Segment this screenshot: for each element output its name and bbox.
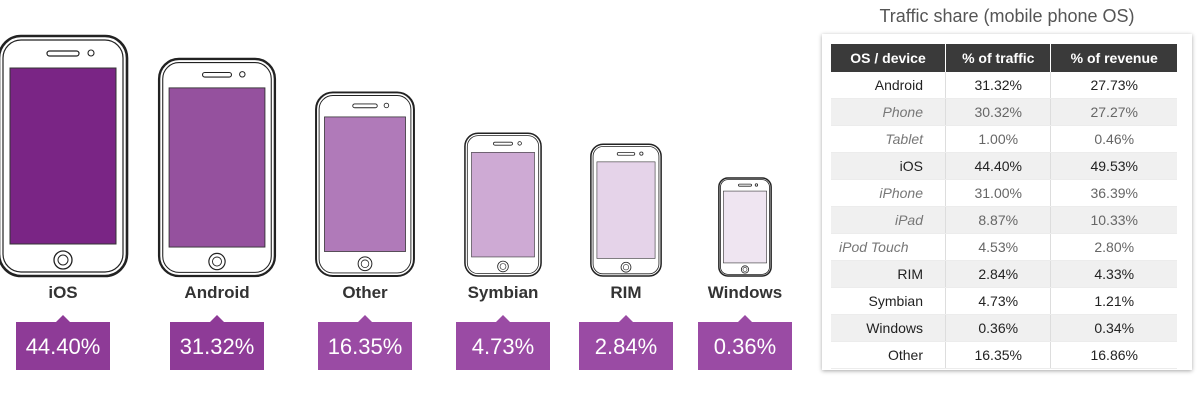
row-name: Tablet <box>831 125 946 153</box>
phone-other <box>315 91 415 277</box>
table-row: Windows 0.36% 0.34% <box>831 314 1177 342</box>
row-name: Android <box>831 72 946 99</box>
row-name: Symbian <box>831 287 946 315</box>
row-revenue: 10.33% <box>1050 206 1177 234</box>
row-traffic: 1.00% <box>945 125 1052 153</box>
row-name: iOS <box>831 152 946 180</box>
row-revenue: 49.53% <box>1050 152 1177 180</box>
phone-windows <box>718 177 772 277</box>
value-bar <box>9 67 117 245</box>
row-traffic: 0.36% <box>945 314 1052 342</box>
row-name: iPad <box>831 206 946 234</box>
table-row: Other 16.35% 16.86% <box>831 341 1177 369</box>
row-traffic: 30.32% <box>945 98 1052 126</box>
row-name: Windows <box>831 314 946 342</box>
table-row: iOS 44.40% 49.53% <box>831 152 1177 180</box>
row-name: RIM <box>831 260 946 288</box>
table-row: Tablet 1.00% 0.46% <box>831 125 1177 153</box>
category-label: iOS <box>48 283 77 302</box>
row-traffic: 4.53% <box>945 233 1052 261</box>
value-bar <box>723 190 767 264</box>
row-revenue: 0.46% <box>1050 125 1177 153</box>
row-revenue: 4.33% <box>1050 260 1177 288</box>
traffic-share-panel: Traffic share (mobile phone OS) OS / dev… <box>822 0 1194 370</box>
table-header-row: OS / device % of traffic % of revenue <box>831 44 1177 72</box>
value-badge <box>456 315 550 370</box>
value-bar <box>596 161 656 259</box>
row-revenue: 2.80% <box>1050 233 1177 261</box>
value-label: 4.73% <box>472 334 534 359</box>
table-title: Traffic share (mobile phone OS) <box>879 6 1135 26</box>
table-row: Symbian 4.73% 1.21% <box>831 287 1177 315</box>
value-label: 2.84% <box>595 334 657 359</box>
value-badge <box>170 315 264 370</box>
header-traffic: % of traffic <box>945 44 1052 72</box>
row-traffic: 4.73% <box>945 287 1052 315</box>
row-traffic: 44.40% <box>945 152 1052 180</box>
row-revenue: 36.39% <box>1050 179 1177 207</box>
category-label: Windows <box>708 283 782 302</box>
row-traffic: 16.35% <box>945 341 1052 369</box>
table-body: Android 31.32% 27.73% Phone 30.32% 27.27% Tabl… <box>831 72 1177 369</box>
row-traffic: 31.00% <box>945 179 1052 207</box>
value-badge <box>579 315 673 370</box>
row-name: Other <box>831 341 946 369</box>
row-traffic: 2.84% <box>945 260 1052 288</box>
phone-ios <box>0 34 129 278</box>
row-traffic: 8.87% <box>945 206 1052 234</box>
category-label: Other <box>342 283 388 302</box>
table-row: iPod Touch 4.53% 2.80% <box>831 233 1177 261</box>
row-traffic: 31.32% <box>945 72 1052 99</box>
value-badge <box>698 315 792 370</box>
phone-android <box>157 57 277 278</box>
table-row: iPhone 31.00% 36.39% <box>831 179 1177 207</box>
category-label: Symbian <box>468 283 539 302</box>
row-revenue: 27.73% <box>1050 72 1177 99</box>
table-row: Android 31.32% 27.73% <box>831 72 1177 99</box>
phone-rim <box>590 143 662 277</box>
category-label: Android <box>184 283 249 302</box>
table-row: iPad 8.87% 10.33% <box>831 206 1177 234</box>
category-label: RIM <box>610 283 641 302</box>
phone-symbian <box>464 132 542 277</box>
row-revenue: 27.27% <box>1050 98 1177 126</box>
row-revenue: 1.21% <box>1050 287 1177 315</box>
traffic-share-table: OS / device % of traffic % of revenue An… <box>831 44 1177 369</box>
header-os-device: OS / device <box>831 44 946 72</box>
header-revenue: % of revenue <box>1050 44 1177 72</box>
value-bar <box>168 87 266 248</box>
phone-share-chart: iOS 44.40% Android 31.32% Other 16.35% Symbian… <box>0 34 792 370</box>
value-badge <box>16 315 110 370</box>
value-bar <box>324 116 406 252</box>
row-name: iPod Touch <box>831 233 946 261</box>
row-revenue: 16.86% <box>1050 341 1177 369</box>
row-name: Phone <box>831 98 946 126</box>
row-revenue: 0.34% <box>1050 314 1177 342</box>
table-row: Phone 30.32% 27.27% <box>831 98 1177 126</box>
value-label: 44.40% <box>26 334 101 359</box>
value-badge <box>318 315 412 370</box>
value-bar <box>471 152 535 258</box>
row-name: iPhone <box>831 179 946 207</box>
table-card: OS / device % of traffic % of revenue An… <box>822 34 1192 370</box>
value-label: 0.36% <box>714 334 776 359</box>
value-label: 16.35% <box>328 334 403 359</box>
value-label: 31.32% <box>180 334 255 359</box>
table-row: RIM 2.84% 4.33% <box>831 260 1177 288</box>
